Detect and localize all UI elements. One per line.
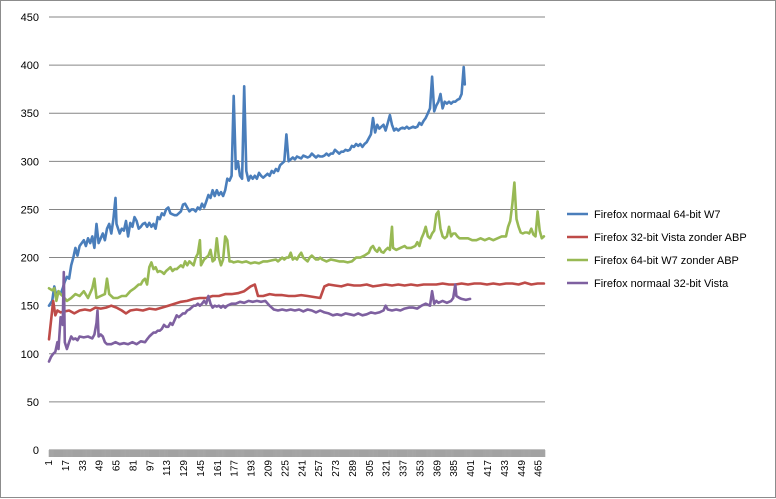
x-tick-label: 289: [348, 460, 359, 477]
x-tick-label: 129: [179, 460, 190, 477]
y-tick-label: 0: [33, 445, 39, 457]
x-tick-label: 257: [314, 460, 325, 477]
x-tick-label: 97: [145, 460, 156, 472]
x-tick-label: 177: [230, 460, 241, 477]
gridlines: [49, 16, 545, 451]
x-tick-label: 465: [534, 460, 545, 477]
x-tick-label: 209: [264, 460, 275, 477]
x-tick-label: 241: [297, 460, 308, 477]
x-tick-label: 1: [44, 460, 55, 466]
x-tick-label: 417: [483, 460, 494, 477]
x-tick-label: 449: [517, 460, 528, 477]
y-tick-label: 100: [21, 349, 39, 361]
y-axis-ticks: 0 50 100 150 200 250 300 350 400 450: [21, 12, 39, 457]
legend-label: Firefox normaal 64-bit W7: [594, 209, 721, 221]
x-tick-label: 433: [500, 460, 511, 477]
y-tick-label: 200: [21, 253, 39, 265]
y-tick-label: 250: [21, 204, 39, 216]
x-tick-label: 33: [78, 460, 89, 472]
x-tick-label: 65: [112, 460, 123, 472]
x-tick-label: 337: [399, 460, 410, 477]
series-line-1: [47, 65, 467, 307]
series-line-4: [47, 270, 472, 363]
x-tick-label: 273: [331, 460, 342, 477]
x-tick-label: 225: [280, 460, 291, 477]
y-tick-label: 350: [21, 108, 39, 120]
x-tick-label: 145: [196, 460, 207, 477]
y-tick-label: 150: [21, 301, 39, 313]
series-line-3: [47, 181, 546, 303]
x-tick-label: 161: [213, 460, 224, 477]
y-tick-label: 50: [27, 397, 39, 409]
y-tick-label: 450: [21, 12, 39, 24]
x-tick-label: 113: [162, 460, 173, 476]
x-tick-label: 369: [432, 460, 443, 477]
y-tick-label: 300: [21, 156, 39, 168]
y-tick-label: 400: [21, 60, 39, 72]
legend-label: Firefox 32-bit Vista zonder ABP: [594, 232, 747, 244]
x-axis-ticks: 1 17 33 49 65 81 97 113 129 145 161 177 193 209 225 241…: [44, 460, 545, 477]
series-line-2: [47, 281, 546, 341]
legend: Firefox normaal 64-bit W7 Firefox 32-bit …: [567, 209, 747, 290]
x-tick-label: 353: [415, 460, 426, 477]
x-tick-label: 385: [449, 460, 460, 477]
x-tick-label: 81: [128, 460, 139, 472]
x-axis: [48, 449, 546, 457]
series-lines: [47, 65, 546, 363]
x-tick-label: 401: [466, 460, 477, 477]
legend-label: Firefox normaal 32-bit Vista: [594, 278, 729, 290]
x-tick-label: 305: [365, 460, 376, 477]
x-tick-label: 321: [382, 460, 393, 477]
x-tick-label: 49: [95, 460, 106, 472]
legend-label: Firefox 64-bit W7 zonder ABP: [594, 255, 739, 267]
x-tick-label: 17: [61, 460, 72, 472]
x-tick-label: 193: [247, 460, 258, 477]
